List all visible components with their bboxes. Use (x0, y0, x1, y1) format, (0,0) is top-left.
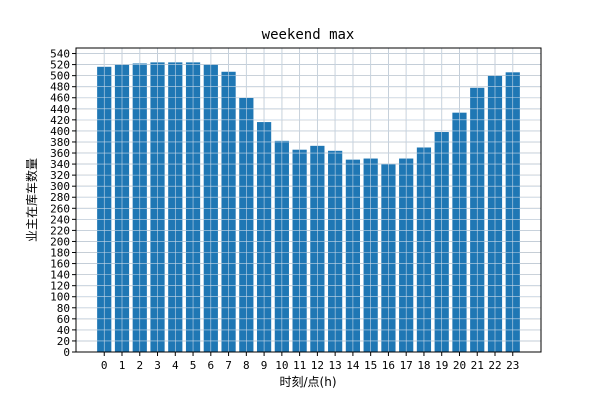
y-tick-label: 400 (50, 125, 70, 138)
y-tick-label: 220 (50, 224, 70, 237)
y-tick-label: 160 (50, 258, 70, 271)
plot-frame (75, 47, 542, 353)
y-tick-label: 140 (50, 269, 70, 282)
x-axis-ticks: 0 1 2 3 4 5 6 7 8 9 10 11 12 13 14 15 16 17 18 19 20 21 22 23 (101, 352, 519, 372)
x-axis-label: 时刻/点(h) (279, 375, 336, 389)
x-tick-label: 0 (101, 359, 108, 372)
y-tick-label: 320 (50, 169, 70, 182)
x-tick-label: 11 (293, 359, 306, 372)
y-tick-label: 120 (50, 280, 70, 293)
y-tick-label: 300 (50, 180, 70, 193)
y-tick-label: 500 (50, 70, 70, 83)
x-tick-label: 5 (190, 359, 197, 372)
x-tick-label: 20 (453, 359, 466, 372)
x-tick-label: 23 (506, 359, 519, 372)
x-tick-label: 9 (261, 359, 268, 372)
x-tick-label: 6 (207, 359, 214, 372)
x-tick-label: 3 (154, 359, 161, 372)
y-tick-label: 460 (50, 92, 70, 105)
x-tick-label: 19 (435, 359, 448, 372)
y-tick-label: 260 (50, 202, 70, 215)
x-tick-label: 18 (417, 359, 430, 372)
x-tick-label: 10 (275, 359, 288, 372)
y-tick-label: 180 (50, 247, 70, 260)
x-tick-label: 2 (136, 359, 143, 372)
y-tick-label: 80 (57, 302, 70, 315)
y-tick-label: 280 (50, 191, 70, 204)
x-tick-label: 12 (311, 359, 324, 372)
x-tick-label: 8 (243, 359, 250, 372)
y-tick-label: 0 (63, 346, 70, 359)
y-axis-ticks: 0204060801001201401601802002202402602803… (50, 48, 76, 359)
x-tick-label: 14 (346, 359, 360, 372)
y-tick-label: 540 (50, 48, 70, 61)
y-tick-label: 440 (50, 103, 70, 116)
x-tick-label: 22 (488, 359, 501, 372)
y-axis-label: 业主在库车数量 (24, 158, 39, 242)
y-tick-label: 200 (50, 235, 70, 248)
y-tick-label: 360 (50, 147, 70, 160)
x-tick-label: 21 (471, 359, 484, 372)
x-tick-label: 17 (400, 359, 413, 372)
x-tick-label: 4 (172, 359, 179, 372)
grid-overlay (76, 48, 541, 353)
chart-title: weekend max (262, 27, 355, 43)
y-tick-label: 480 (50, 81, 70, 94)
y-tick-label: 60 (57, 313, 70, 326)
x-tick-label: 7 (225, 359, 232, 372)
x-tick-label: 15 (364, 359, 377, 372)
bars (97, 62, 520, 353)
y-tick-label: 380 (50, 136, 70, 149)
x-tick-label: 16 (382, 359, 395, 372)
y-tick-label: 520 (50, 59, 70, 72)
x-tick-label: 1 (119, 359, 126, 372)
y-tick-label: 420 (50, 114, 70, 127)
y-tick-label: 240 (50, 213, 70, 226)
y-tick-label: 340 (50, 158, 70, 171)
y-tick-label: 100 (50, 291, 70, 304)
y-tick-label: 20 (57, 335, 70, 348)
x-tick-label: 13 (329, 359, 342, 372)
y-tick-label: 40 (57, 324, 70, 337)
